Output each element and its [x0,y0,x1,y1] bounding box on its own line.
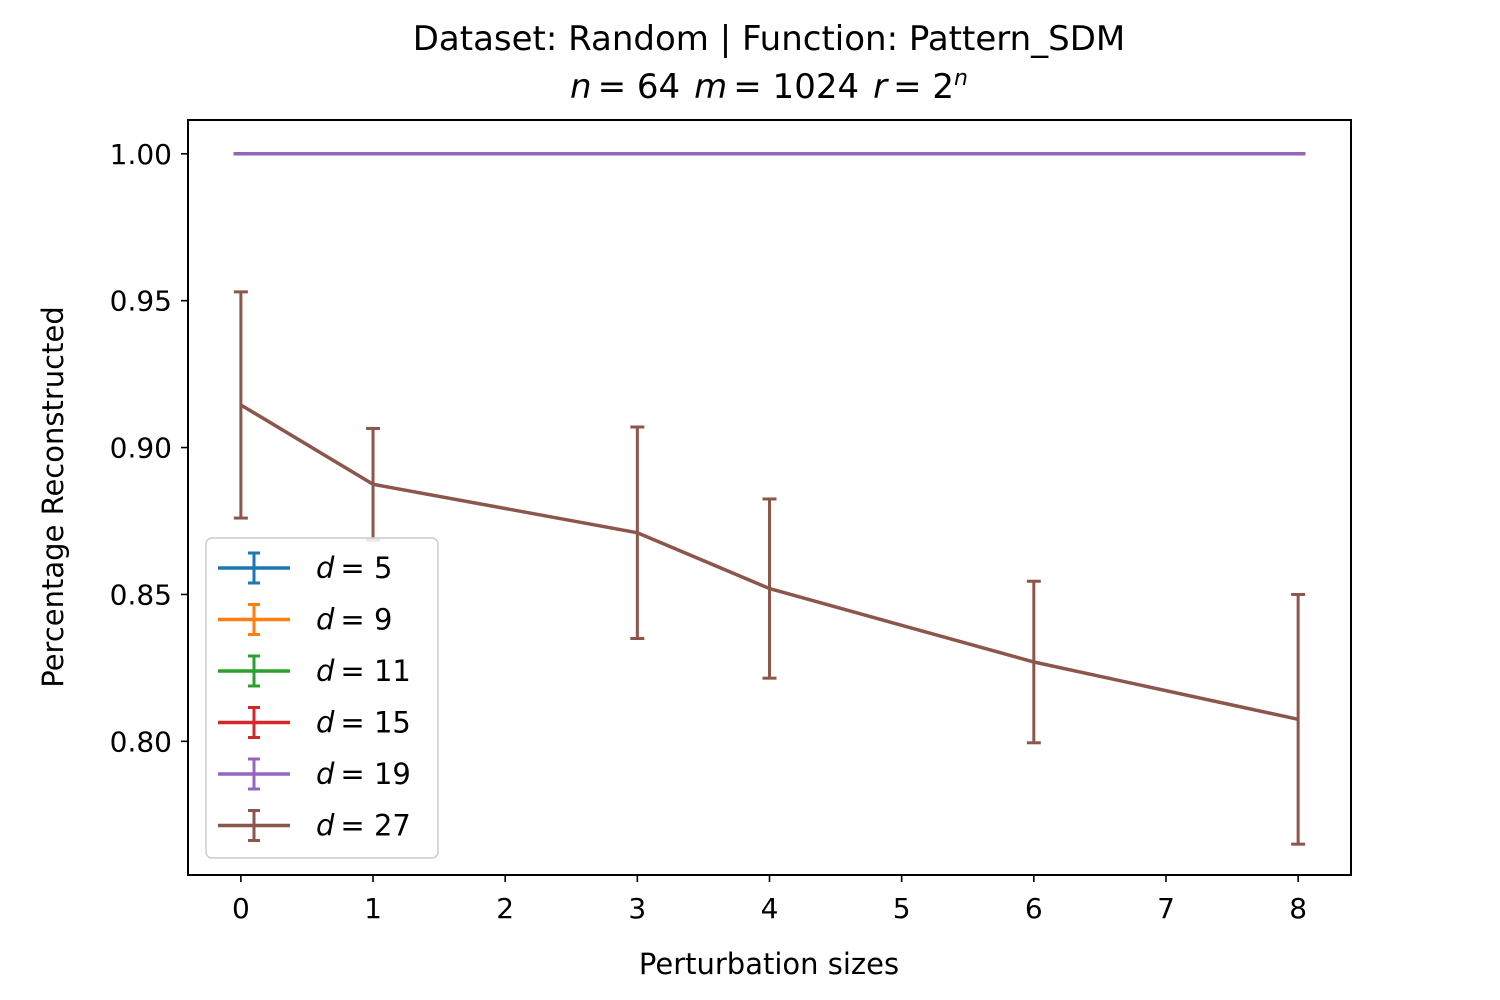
y-tick-label: 0.95 [110,285,172,318]
legend-item: d = 9 [218,603,392,637]
subtitle-n-symbol: n [570,67,592,107]
y-tick-label: 0.80 [110,725,172,758]
subtitle-m-symbol: m [694,67,727,107]
subtitle-n-value: = 64 [598,67,681,107]
axes-frame [187,119,1352,876]
legend-label: d = 19 [316,757,411,791]
chart-title: Dataset: Random | Function: Pattern_SDM [413,19,1126,59]
legend-label: d = 27 [316,809,411,843]
legend: d = 5 d = 9 d = 11 d = 15 d = 19 d = 27 [205,537,439,859]
legend-item: d = 27 [218,809,411,843]
x-tick-label: 5 [893,892,911,925]
x-tick-label: 8 [1289,892,1307,925]
x-tick-label: 2 [496,892,514,925]
x-tick-label: 0 [232,892,250,925]
series-line [239,403,1299,722]
legend-item: d = 19 [218,757,411,791]
chart-subtitle: n = 64 m = 1024 r = 2n [570,66,968,107]
y-tick-label: 0.85 [110,578,172,611]
legend-label: d = 9 [316,603,392,637]
y-tick-label: 0.90 [110,432,172,465]
legend-label: d = 5 [316,551,392,585]
legend-label: d = 15 [316,706,411,740]
subtitle-r-exponent: n [954,66,968,91]
y-axis-label: Percentage Reconstructed [36,306,70,687]
series-d-27 [233,290,1306,846]
subtitle-r-base: = 2 [893,67,954,107]
x-tick-label: 4 [761,892,779,925]
x-axis-label: Perturbation sizes [639,947,899,981]
x-tick-label: 1 [364,892,382,925]
legend-label: d = 11 [316,654,411,688]
subtitle-m-value: = 1024 [733,67,859,107]
x-tick-label: 7 [1157,892,1175,925]
y-tick-label: 1.00 [110,138,172,171]
legend-item: d = 11 [218,654,411,688]
x-tick-label: 6 [1025,892,1043,925]
x-tick-label: 3 [628,892,646,925]
legend-item: d = 15 [218,706,411,740]
plot-area: 0 1 2 3 4 5 6 7 8 0.80 0.85 0.90 0.95 1.00 [110,119,1352,925]
subtitle-r-symbol: r [873,67,889,107]
legend-item: d = 5 [218,551,392,585]
